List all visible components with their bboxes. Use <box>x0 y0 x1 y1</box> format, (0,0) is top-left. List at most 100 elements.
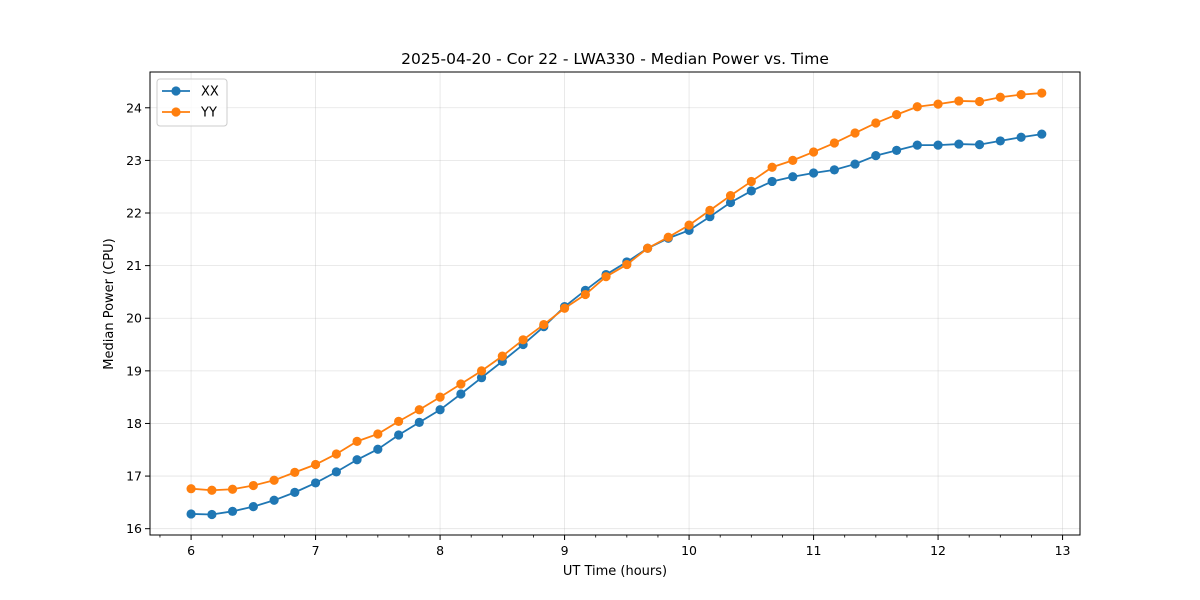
data-point-yy <box>663 232 673 242</box>
data-point-xx <box>1016 132 1026 142</box>
data-point-xx <box>871 151 881 161</box>
data-point-xx <box>186 509 196 519</box>
data-point-yy <box>892 110 902 120</box>
data-point-xx <box>788 172 798 182</box>
data-point-yy <box>186 484 196 494</box>
data-point-yy <box>518 335 528 345</box>
data-point-yy <box>684 220 694 230</box>
data-point-yy <box>539 319 549 330</box>
plot-area-frame <box>149 71 1081 536</box>
x-tick-label: 9 <box>561 543 569 558</box>
series-yy <box>186 88 1047 495</box>
x-tick-label: 6 <box>187 543 195 558</box>
data-point-xx <box>373 444 383 454</box>
data-point-yy <box>725 191 736 201</box>
data-point-yy <box>394 416 404 426</box>
data-point-xx <box>974 140 985 150</box>
data-point-xx <box>808 168 819 178</box>
data-point-xx <box>248 501 258 512</box>
data-point-yy <box>456 379 466 389</box>
data-point-yy <box>414 405 424 415</box>
y-tick-label: 22 <box>126 206 142 221</box>
y-axis-label: Median Power (CPU) <box>102 238 117 369</box>
data-point-yy <box>767 162 777 172</box>
data-point-yy <box>974 96 985 107</box>
data-point-yy <box>352 436 362 446</box>
data-point-xx <box>912 140 922 150</box>
x-tick-label: 7 <box>312 543 320 558</box>
data-point-xx <box>269 495 279 505</box>
chart-title: 2025-04-20 - Cor 22 - LWA330 - Median Po… <box>401 50 829 68</box>
grid-lines <box>150 72 1080 535</box>
data-point-xx <box>207 509 217 520</box>
data-point-yy <box>373 429 383 439</box>
data-point-xx <box>476 373 487 383</box>
data-point-yy <box>788 155 798 165</box>
y-tick-label: 17 <box>126 469 142 484</box>
data-point-yy <box>601 272 611 282</box>
data-point-xx <box>1037 129 1047 139</box>
data-point-yy <box>580 289 590 300</box>
data-point-xx <box>310 478 321 488</box>
data-point-yy <box>207 485 217 495</box>
data-point-yy <box>622 259 632 270</box>
data-point-xx <box>394 430 404 440</box>
data-point-yy <box>829 138 839 148</box>
data-point-xx <box>933 140 943 150</box>
data-point-yy <box>912 102 922 112</box>
legend-label-yy: YY <box>200 106 217 121</box>
data-point-xx <box>352 455 362 465</box>
x-tick-label: 8 <box>436 543 444 558</box>
data-point-yy <box>954 96 964 106</box>
data-point-yy <box>227 484 238 494</box>
data-point-yy <box>705 205 715 215</box>
data-point-xx <box>767 176 777 187</box>
data-point-xx <box>331 467 341 477</box>
data-point-yy <box>871 118 881 128</box>
data-series <box>186 88 1047 520</box>
x-tick-label: 12 <box>930 543 946 558</box>
axis-ticks: 6 7 8 9 10 11 12 13 16 17 18 19 20 21 22 23 24 <box>126 100 1070 558</box>
data-point-yy <box>310 459 321 470</box>
data-point-yy <box>331 449 341 459</box>
x-tick-label: 11 <box>806 543 822 558</box>
data-point-yy <box>1037 88 1047 98</box>
data-point-xx <box>435 405 445 415</box>
data-point-xx <box>829 165 839 175</box>
legend-marker-xx <box>171 86 181 96</box>
data-point-yy <box>269 475 279 485</box>
data-point-xx <box>705 212 715 222</box>
data-point-yy <box>746 176 756 187</box>
data-point-xx <box>995 136 1005 146</box>
data-point-yy <box>290 467 300 477</box>
data-point-xx <box>954 139 964 149</box>
data-point-xx <box>227 506 238 516</box>
y-tick-label: 16 <box>126 521 142 536</box>
legend-marker-yy <box>171 107 181 117</box>
data-point-yy <box>435 392 445 402</box>
data-point-yy <box>559 303 570 313</box>
legend-label-xx: XX <box>201 85 219 100</box>
data-point-xx <box>414 417 424 428</box>
data-point-xx <box>746 186 756 196</box>
x-tick-label: 13 <box>1055 543 1071 558</box>
y-tick-label: 20 <box>126 311 142 326</box>
data-point-yy <box>497 351 507 361</box>
data-point-yy <box>995 92 1005 102</box>
data-point-xx <box>850 159 860 169</box>
data-point-yy <box>248 480 258 491</box>
data-point-yy <box>808 147 819 157</box>
legend: XX YY <box>156 78 228 127</box>
data-point-xx <box>456 389 466 399</box>
data-point-yy <box>476 366 487 376</box>
data-point-yy <box>1016 90 1026 100</box>
x-axis-label: UT Time (hours) <box>563 564 667 579</box>
data-point-xx <box>290 487 300 497</box>
y-tick-label: 24 <box>126 100 142 115</box>
data-point-xx <box>725 197 736 208</box>
data-point-yy <box>933 99 943 109</box>
data-point-yy <box>643 243 653 253</box>
data-point-xx <box>892 145 902 155</box>
y-tick-label: 18 <box>126 416 142 431</box>
